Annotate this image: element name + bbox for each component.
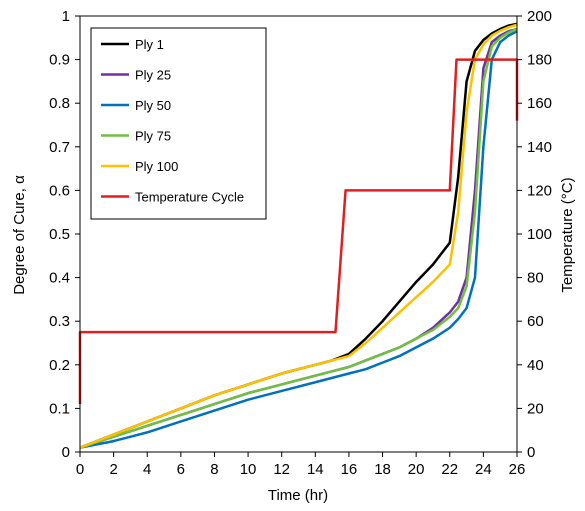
legend-box (90, 27, 267, 220)
series-line-ply-100 (79, 23, 518, 449)
y2-tick-label: 0 (527, 444, 535, 461)
y2-tick-label: 140 (527, 139, 552, 156)
y-tick-label: 0.4 (49, 270, 70, 287)
y-tick-label: 0.7 (49, 139, 70, 156)
y-tick-label: 0 (62, 444, 70, 461)
y-tick-label: 0.9 (49, 52, 70, 69)
legend-label: Ply 75 (135, 129, 171, 144)
plot-area (78, 22, 519, 449)
axes: 0 2 4 6 8 10 12 14 16 18 20 22 24 2600.10.20.30.40.50… (49, 8, 552, 478)
x-tick-label: 10 (240, 461, 257, 478)
y-tick-label: 0.6 (49, 182, 70, 199)
y-tick-label: 0.2 (49, 357, 70, 374)
legend-label: Ply 100 (135, 159, 178, 174)
y2-tick-label: 40 (527, 357, 544, 374)
legend: Ply 1 Ply 25 Ply 50 Ply 75 Ply 100 Temperatur… (90, 27, 267, 220)
y2-tick-label: 160 (527, 95, 552, 112)
legend-label: Ply 50 (135, 98, 171, 113)
y-axis-title: Degree of Cure, α (11, 175, 28, 295)
x-axis-title: Time (hr) (268, 487, 328, 504)
y2-tick-label: 120 (527, 182, 552, 199)
series-line-ply-50 (79, 30, 518, 449)
legend-label: Temperature Cycle (135, 190, 244, 205)
y2-tick-label: 60 (527, 313, 544, 330)
legend-label: Ply 25 (135, 68, 171, 83)
x-tick-label: 8 (210, 461, 218, 478)
x-tick-label: 2 (109, 461, 117, 478)
x-tick-label: 22 (441, 461, 458, 478)
x-tick-label: 4 (143, 461, 151, 478)
x-tick-label: 20 (408, 461, 425, 478)
y-tick-label: 0.8 (49, 95, 70, 112)
x-tick-label: 24 (475, 461, 492, 478)
y2-tick-label: 200 (527, 8, 552, 25)
x-tick-label: 16 (341, 461, 358, 478)
series-line-ply-75 (79, 27, 518, 449)
series-line-temperature-cycle (78, 58, 519, 405)
y-tick-label: 0.5 (49, 226, 70, 243)
x-tick-label: 18 (374, 461, 391, 478)
y2-tick-label: 180 (527, 52, 552, 69)
y2-tick-label: 80 (527, 270, 544, 287)
x-tick-label: 0 (76, 461, 84, 478)
y-tick-label: 0.3 (49, 313, 70, 330)
x-tick-label: 26 (509, 461, 526, 478)
x-tick-label: 6 (177, 461, 185, 478)
y2-axis-title: Temperature (°C) (559, 177, 576, 292)
y-tick-label: 1 (62, 8, 70, 25)
legend-label: Ply 1 (135, 37, 164, 52)
y2-tick-label: 20 (527, 400, 544, 417)
x-tick-label: 14 (307, 461, 324, 478)
x-tick-label: 12 (273, 461, 290, 478)
y2-tick-label: 100 (527, 226, 552, 243)
y-tick-label: 0.1 (49, 400, 70, 417)
